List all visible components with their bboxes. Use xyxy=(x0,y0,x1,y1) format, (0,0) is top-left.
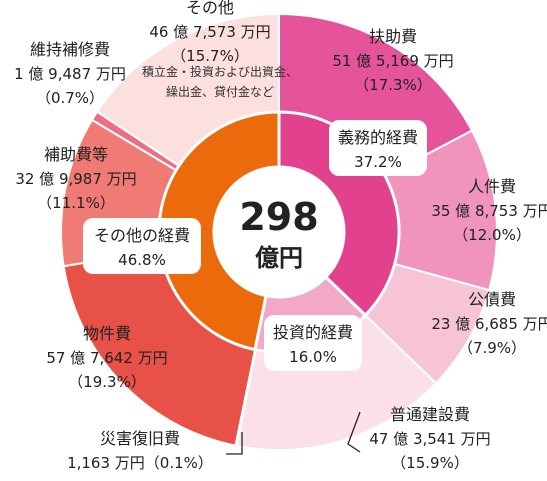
group-label-name-2: その他の経費 xyxy=(94,226,190,245)
labels: 義務的経費 37.2% 投資的経費 16.0% その他の経費 46.8% 扶助費 51 億 5… xyxy=(14,0,547,472)
outer-label-name-0: 扶助費 xyxy=(369,27,417,46)
outer-label-amount-5: 57 億 7,642 万円 xyxy=(46,349,167,367)
outer-label-note-8-0: 積立金・投資および出資金、 xyxy=(142,64,298,79)
group-label-pct-1: 16.0% xyxy=(289,348,337,366)
outer-label-name-4: 災害復旧費 xyxy=(100,429,180,448)
outer-label-name-5: 物件費 xyxy=(83,324,131,343)
group-label-name-0: 義務的経費 xyxy=(338,128,418,147)
center-disc xyxy=(214,167,344,297)
leader-line-futsu-kensetsu xyxy=(347,411,361,453)
outer-label-note-8-1: 繰出金、貸付金など xyxy=(166,84,274,99)
outer-label-pct-5: （19.3%） xyxy=(68,373,146,391)
outer-label-name-3: 普通建設費 xyxy=(390,405,470,424)
outer-ring xyxy=(60,12,498,451)
outer-label-amount-3: 47 億 3,541 万円 xyxy=(369,430,490,448)
outer-label-name-6: 補助費等 xyxy=(44,145,108,164)
center-total-value: 298 xyxy=(239,195,318,239)
group-label-box-0 xyxy=(329,120,427,176)
center-total-unit: 億円 xyxy=(255,244,303,272)
outer-label-name-2: 公債費 xyxy=(468,290,516,309)
outer-label-pct-8: （15.7%） xyxy=(171,47,249,65)
outer-label-pct-1: （12.0%） xyxy=(453,226,531,244)
group-label-name-1: 投資的経費 xyxy=(273,323,353,342)
outer-label-pct-6: （11.1%） xyxy=(37,194,115,212)
group-label-pct-0: 37.2% xyxy=(354,153,402,171)
outer-label-amount-1: 35 億 8,753 万円 xyxy=(431,202,547,220)
outer-label-amount-2: 23 億 6,685 万円 xyxy=(431,315,547,333)
outer-label-amount-8: 46 億 7,573 万円 xyxy=(149,23,270,41)
outer-label-pct-7: （0.7%） xyxy=(36,89,104,107)
outer-label-name-7: 維持補修費 xyxy=(30,40,110,59)
outer-label-amount-7: 1 億 9,487 万円 xyxy=(14,65,126,83)
leader-line-saigai-fukkyu xyxy=(226,432,243,455)
outer-label-pct-3: （15.9%） xyxy=(391,454,469,472)
outer-label-name-8: その他 xyxy=(186,0,234,17)
group-label-box-2 xyxy=(83,218,201,274)
outer-label-name-1: 人件費 xyxy=(468,177,516,196)
outer-label-amount-0: 51 億 5,169 万円 xyxy=(332,52,453,70)
outer-label-pct-2: （7.9%） xyxy=(458,339,526,357)
outer-label-amount-pct-4: 1,163 万円（0.1%） xyxy=(67,454,213,472)
outer-label-pct-0: （17.3%） xyxy=(354,76,432,94)
group-label-box-1 xyxy=(264,315,362,371)
outer-label-amount-6: 32 億 9,987 万円 xyxy=(15,170,136,188)
group-label-pct-2: 46.8% xyxy=(118,251,166,269)
